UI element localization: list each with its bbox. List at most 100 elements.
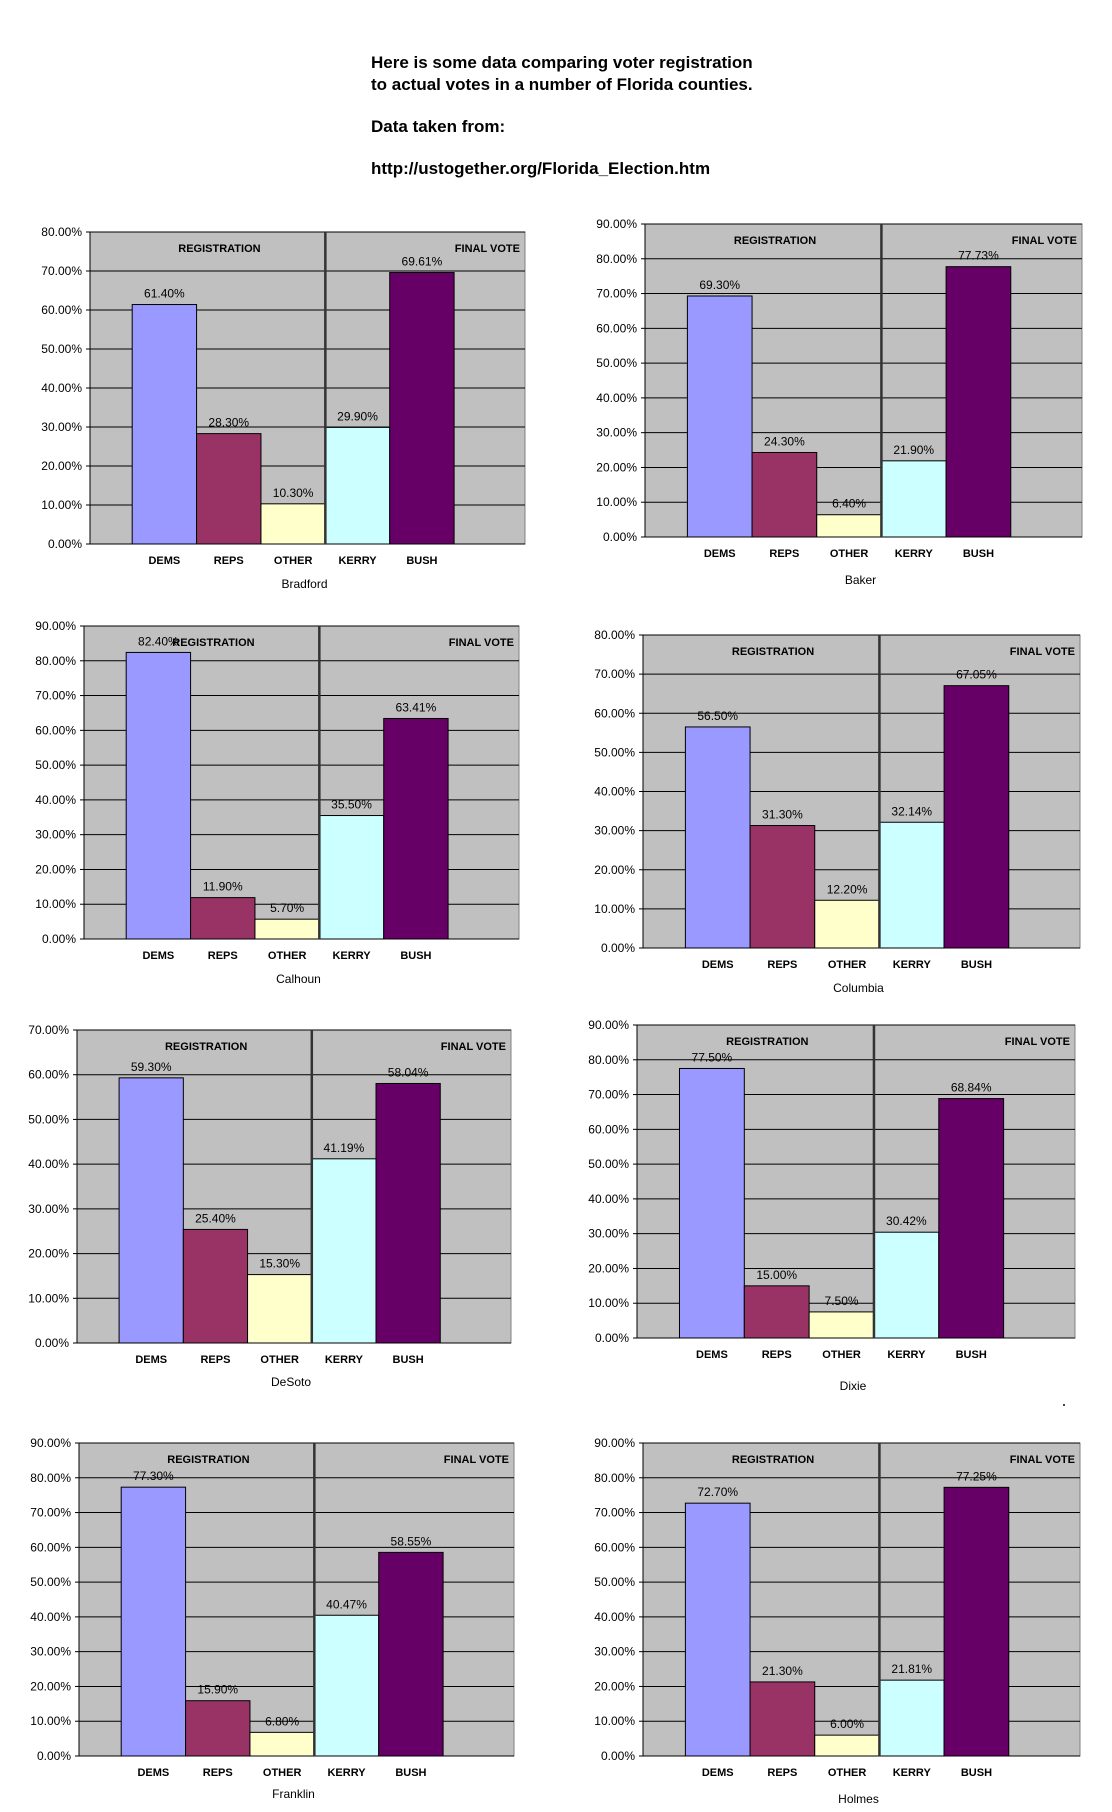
x-tick-label: KERRY xyxy=(895,548,934,560)
y-tick-label: 10.00% xyxy=(41,498,82,512)
bar-reps xyxy=(190,897,256,940)
data-label: 77.73% xyxy=(958,249,999,263)
bar-reps xyxy=(743,1285,810,1339)
y-tick-label: 50.00% xyxy=(41,342,82,356)
y-tick-label: 40.00% xyxy=(35,793,76,807)
x-tick-label: BUSH xyxy=(395,1767,426,1779)
county-label: Baker xyxy=(845,573,876,587)
bar-other xyxy=(247,1274,313,1344)
data-label: 61.40% xyxy=(144,287,185,301)
y-tick-label: 70.00% xyxy=(596,287,637,301)
page-header: Here is some data comparing voter regist… xyxy=(371,52,931,180)
x-tick-label: REPS xyxy=(767,959,797,971)
y-tick-label: 60.00% xyxy=(588,1122,629,1136)
registration-label: REGISTRATION xyxy=(734,235,816,247)
data-label: 68.84% xyxy=(951,1081,992,1095)
y-tick-label: 10.00% xyxy=(596,495,637,509)
data-label: 72.70% xyxy=(697,1485,738,1499)
x-tick-label: OTHER xyxy=(822,1349,861,1361)
bar-kerry xyxy=(324,426,391,545)
y-tick-label: 20.00% xyxy=(594,1679,635,1693)
y-tick-label: 80.00% xyxy=(30,1471,71,1485)
data-label: 69.30% xyxy=(699,278,740,292)
x-tick-label: KERRY xyxy=(332,950,371,962)
y-tick-label: 20.00% xyxy=(30,1679,71,1693)
x-tick-label: DEMS xyxy=(696,1349,728,1361)
y-tick-label: 50.00% xyxy=(28,1112,69,1126)
bar-bush xyxy=(943,685,1010,949)
x-tick-label: DEMS xyxy=(137,1767,169,1779)
data-label: 15.00% xyxy=(756,1268,797,1282)
y-tick-label: 40.00% xyxy=(28,1157,69,1171)
y-tick-label: 60.00% xyxy=(30,1540,71,1554)
y-tick-label: 50.00% xyxy=(35,758,76,772)
y-tick-label: 30.00% xyxy=(594,1645,635,1659)
y-tick-label: 90.00% xyxy=(594,1436,635,1450)
bar-kerry xyxy=(873,1231,940,1339)
bar-bush xyxy=(943,1486,1010,1757)
data-label: 15.30% xyxy=(259,1257,300,1271)
y-tick-label: 10.00% xyxy=(594,1714,635,1728)
y-tick-label: 90.00% xyxy=(35,619,76,633)
data-label: 58.04% xyxy=(388,1065,429,1079)
bar-kerry xyxy=(878,1679,945,1757)
y-tick-label: 40.00% xyxy=(41,381,82,395)
y-tick-label: 90.00% xyxy=(588,1018,629,1032)
bar-reps xyxy=(749,1681,816,1757)
x-tick-label: BUSH xyxy=(961,959,992,971)
x-tick-label: OTHER xyxy=(274,555,313,567)
data-label: 35.50% xyxy=(331,798,372,812)
data-label: 59.30% xyxy=(131,1060,172,1074)
bar-other xyxy=(808,1311,875,1339)
x-tick-label: REPS xyxy=(214,555,244,567)
final-vote-label: FINAL VOTE xyxy=(455,243,520,255)
x-tick-label: REPS xyxy=(769,548,799,560)
x-tick-label: OTHER xyxy=(828,1767,867,1779)
y-tick-label: 20.00% xyxy=(588,1261,629,1275)
header-line-2: to actual votes in a number of Florida c… xyxy=(371,75,753,94)
data-label: 77.25% xyxy=(956,1469,997,1483)
y-tick-label: 30.00% xyxy=(30,1645,71,1659)
county-label: Columbia xyxy=(833,981,884,995)
y-tick-label: 40.00% xyxy=(594,1610,635,1624)
y-tick-label: 0.00% xyxy=(48,537,82,551)
bar-dems xyxy=(120,1486,187,1757)
y-tick-label: 10.00% xyxy=(35,897,76,911)
bar-dems xyxy=(125,651,192,940)
y-tick-label: 40.00% xyxy=(594,785,635,799)
bar-other xyxy=(260,503,326,545)
x-tick-label: DEMS xyxy=(135,1354,167,1366)
bar-other xyxy=(814,1734,880,1757)
data-label: 25.40% xyxy=(195,1211,236,1225)
county-label: Calhoun xyxy=(276,972,321,986)
y-tick-label: 10.00% xyxy=(594,902,635,916)
registration-label: REGISTRATION xyxy=(732,646,814,658)
bar-dems xyxy=(686,295,753,538)
y-tick-label: 0.00% xyxy=(35,1336,69,1350)
y-tick-label: 60.00% xyxy=(28,1068,69,1082)
bar-other xyxy=(814,899,880,949)
data-label: 41.19% xyxy=(324,1141,365,1155)
county-label: Holmes xyxy=(838,1792,879,1806)
bar-reps xyxy=(182,1228,249,1344)
y-tick-label: 90.00% xyxy=(30,1436,71,1450)
y-tick-label: 40.00% xyxy=(596,391,637,405)
data-label: 5.70% xyxy=(270,901,304,915)
y-tick-label: 30.00% xyxy=(596,426,637,440)
data-label: 40.47% xyxy=(326,1597,367,1611)
y-tick-label: 60.00% xyxy=(35,723,76,737)
y-tick-label: 30.00% xyxy=(594,824,635,838)
x-tick-label: OTHER xyxy=(828,959,867,971)
data-label: 7.50% xyxy=(825,1294,859,1308)
data-label: 6.40% xyxy=(832,497,866,511)
y-tick-label: 70.00% xyxy=(594,667,635,681)
x-tick-label: KERRY xyxy=(887,1349,926,1361)
x-tick-label: OTHER xyxy=(268,950,307,962)
bar-kerry xyxy=(878,821,945,949)
data-label: 77.50% xyxy=(692,1050,733,1064)
y-tick-label: 60.00% xyxy=(594,706,635,720)
